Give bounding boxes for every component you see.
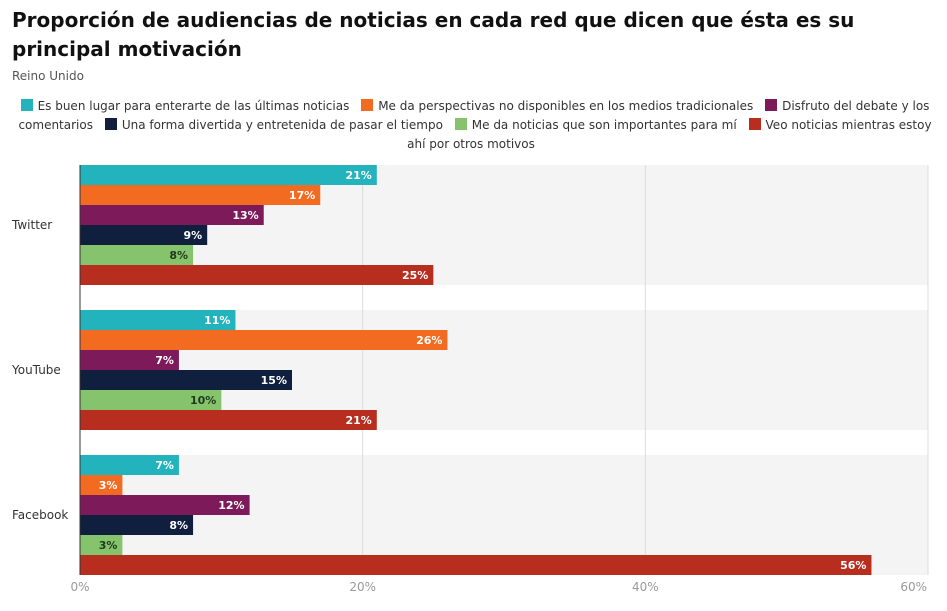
legend-label: Es buen lugar para enterarte de las últi… [37,99,350,113]
legend-label: Me da noticias que son importantes para … [471,118,737,132]
bar [80,455,179,475]
bar [80,310,236,330]
bar-value-label: 25% [402,269,428,282]
bar-value-label: 11% [204,314,230,327]
bar [80,225,208,245]
bar [80,410,377,430]
bar-value-label: 26% [416,334,442,347]
bar-value-label: 15% [261,374,287,387]
x-tick-label: 0% [70,580,89,594]
legend-item: Disfruto del debate y los comentarios [18,99,929,132]
category-label: Twitter [11,218,52,232]
legend-swatch [748,118,761,130]
legend-swatch [20,99,33,111]
legend-item: Es buen lugar para enterarte de las últi… [20,99,358,113]
bar [80,475,123,495]
bar-value-label: 17% [289,189,315,202]
legend-swatch [454,118,467,130]
bar [80,515,194,535]
bar [80,495,250,515]
bar-value-label: 8% [169,519,188,532]
legend-item: Me da perspectivas no disponibles en los… [361,99,761,113]
x-tick-label: 40% [632,580,659,594]
bar [80,350,179,370]
bar-value-label: 7% [155,354,174,367]
bar [80,205,264,225]
bar-value-label: 8% [169,249,188,262]
legend-swatch [765,99,778,111]
legend-label: Veo noticias mientras estoy ahí por otro… [407,118,932,151]
bar-value-label: 3% [99,539,118,552]
category-label: YouTube [11,363,61,377]
bar-value-label: 12% [218,499,244,512]
bar-value-label: 3% [99,479,118,492]
bar-value-label: 21% [345,414,371,427]
x-tick-label: 60% [900,580,927,594]
legend-item: Me da noticias que son importantes para … [454,118,745,132]
bar [80,535,123,555]
bar [80,185,321,205]
chart-subtitle: Reino Unido [12,69,84,83]
bar-value-label: 7% [155,459,174,472]
legend-label: Disfruto del debate y los comentarios [18,99,930,132]
bar-value-label: 10% [190,394,216,407]
x-tick-label: 20% [349,580,376,594]
bar [80,165,377,185]
category-label: Facebook [12,508,68,522]
legend-item: Una forma divertida y entretenida de pas… [104,118,451,132]
bar-value-label: 9% [184,229,203,242]
bar [80,390,222,410]
bar [80,555,872,575]
legend-item: Veo noticias mientras estoy ahí por otro… [407,118,932,151]
bar [80,330,448,350]
bar [80,245,194,265]
legend-label: Una forma divertida y entretenida de pas… [121,118,443,132]
legend-swatch [104,118,117,130]
bar-value-label: 21% [345,169,371,182]
legend-label: Me da perspectivas no disponibles en los… [378,99,754,113]
legend-swatch [361,99,374,111]
bar-value-label: 56% [840,559,866,572]
bar [80,370,292,390]
chart-title: Proporción de audiencias de noticias en … [12,8,855,61]
legend: Es buen lugar para enterarte de las últi… [10,97,940,154]
bar [80,265,434,285]
bar-value-label: 13% [232,209,258,222]
